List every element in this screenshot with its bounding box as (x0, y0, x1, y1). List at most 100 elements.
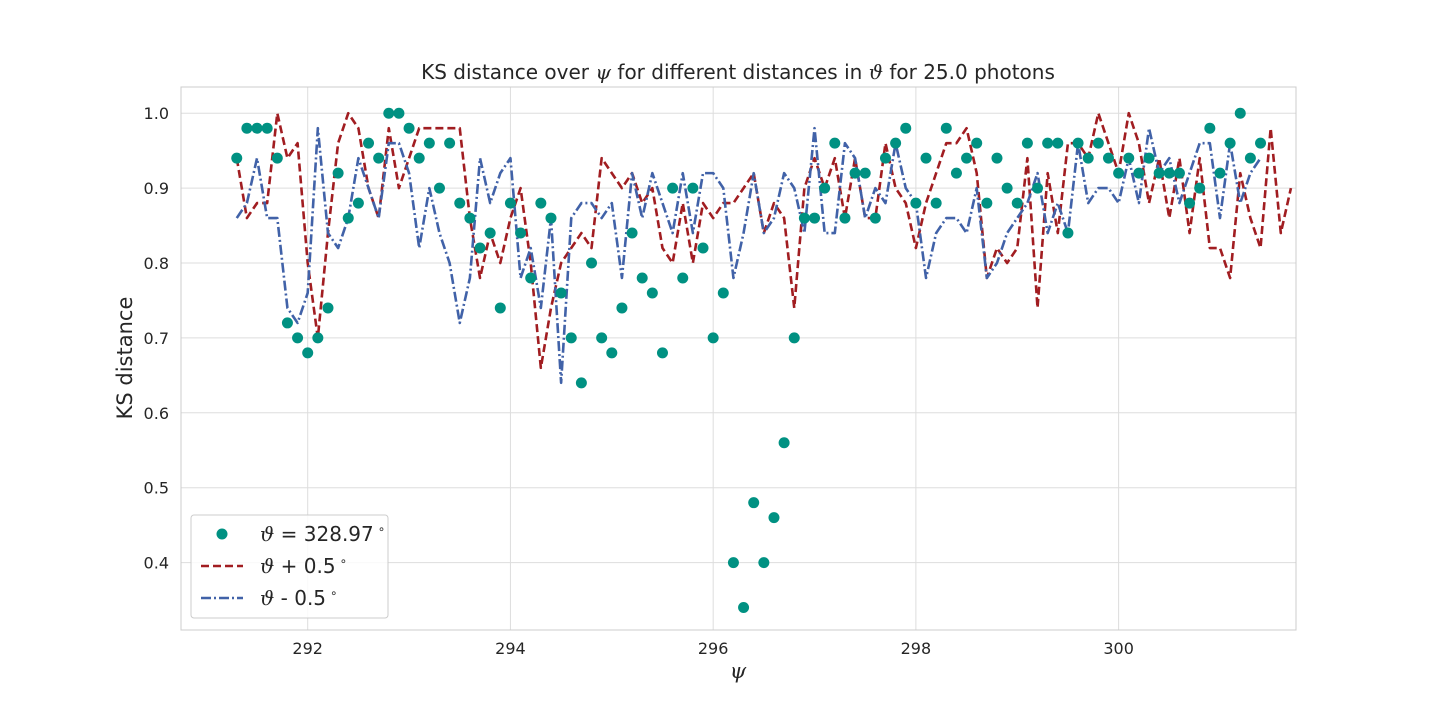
scatter-point (606, 347, 618, 359)
scatter-point (869, 212, 881, 224)
x-tick-labels: 292 294 296 298 300 (292, 639, 1133, 658)
scatter-point (1072, 137, 1084, 149)
scatter-point (322, 302, 334, 314)
scatter-point (890, 137, 902, 149)
y-tick-label: 0.6 (144, 404, 169, 423)
title-part: for different distances in (611, 60, 869, 84)
y-tick-label: 0.4 (144, 554, 169, 573)
scatter-point (515, 227, 527, 239)
title-part: for 25.0 photons (883, 60, 1055, 84)
scatter-point (819, 182, 831, 194)
scatter-point (271, 152, 283, 164)
scatter-point (423, 137, 435, 149)
y-tick-label: 0.8 (144, 254, 169, 273)
scatter-point (930, 197, 942, 209)
scatter-point (687, 182, 699, 194)
degree-sign: ∘ (378, 522, 386, 536)
scatter-point (829, 137, 841, 149)
plot-frame (180, 86, 1297, 631)
scatter-point (961, 152, 973, 164)
scatter-point (596, 332, 608, 344)
scatter-point (646, 287, 658, 299)
legend-symbol: ϑ (260, 586, 274, 610)
scatter-point (656, 347, 668, 359)
y-tick-label: 0.9 (144, 179, 169, 198)
scatter-point (697, 242, 709, 254)
legend-text-part: = 328.97 (274, 522, 373, 546)
scatter-point (1204, 122, 1216, 134)
scatter-point (464, 212, 476, 224)
scatter-point (758, 557, 770, 569)
scatter-point (1011, 197, 1023, 209)
title-psi: ψ (595, 60, 611, 84)
scatter-point (839, 212, 851, 224)
y-tick-label: 0.7 (144, 329, 169, 348)
scatter-point (444, 137, 456, 149)
series-layer (231, 107, 1293, 614)
scatter-point (565, 332, 577, 344)
scatter-point (342, 212, 354, 224)
x-tick-label: 294 (495, 639, 526, 658)
scatter-point (433, 182, 445, 194)
scatter-point (1234, 107, 1246, 119)
scatter-point (991, 152, 1003, 164)
scatter-point (494, 302, 506, 314)
degree-sign: ∘ (340, 554, 348, 568)
scatter-point (788, 332, 800, 344)
scatter-point (525, 272, 537, 284)
scatter-point (900, 122, 912, 134)
scatter-point (292, 332, 304, 344)
scatter-point (1194, 182, 1206, 194)
scatter-point (363, 137, 375, 149)
scatter-point (1214, 167, 1226, 179)
scatter-point (545, 212, 557, 224)
scatter-point (302, 347, 314, 359)
scatter-point (1092, 137, 1104, 149)
scatter-point (626, 227, 638, 239)
scatter-point (231, 152, 243, 164)
legend-symbol: ϑ (260, 554, 274, 578)
scatter-point (1052, 137, 1064, 149)
scatter-point (1173, 167, 1185, 179)
scatter-point (1163, 167, 1175, 179)
scatter-point (616, 302, 628, 314)
scatter-point (484, 227, 496, 239)
scatter-point (1113, 167, 1125, 179)
scatter-point (1133, 167, 1145, 179)
series-line-dashed (235, 111, 1293, 370)
scatter-point (1143, 152, 1155, 164)
scatter-point (920, 152, 932, 164)
scatter-point (535, 197, 547, 209)
scatter-point (413, 152, 425, 164)
scatter-point (575, 377, 587, 389)
scatter-point (849, 167, 861, 179)
scatter-point (1244, 152, 1256, 164)
scatter-point (241, 122, 253, 134)
scatter-point (1082, 152, 1094, 164)
scatter-point (940, 122, 952, 134)
scatter-point (312, 332, 324, 344)
scatter-point (1021, 137, 1033, 149)
scatter-point (1153, 167, 1165, 179)
scatter-point (261, 122, 273, 134)
scatter-point (1032, 182, 1044, 194)
scatter-point (352, 197, 364, 209)
scatter-point (636, 272, 648, 284)
degree-sign: ∘ (330, 586, 338, 600)
scatter-point (879, 152, 891, 164)
y-axis-label: KS distance (113, 297, 137, 420)
scatter-point (748, 497, 760, 509)
scatter-point (1255, 137, 1267, 149)
scatter-point (332, 167, 344, 179)
scatter-point (727, 557, 739, 569)
scatter-point (454, 197, 466, 209)
legend-text-part: + 0.5 (274, 554, 335, 578)
x-axis-label: ψ (730, 659, 747, 683)
scatter-point (1062, 227, 1074, 239)
legend-box (190, 514, 389, 619)
scatter-point (798, 212, 810, 224)
x-tick-label: 300 (1103, 639, 1134, 658)
scatter-point (373, 152, 385, 164)
legend-text-part: - 0.5 (274, 586, 326, 610)
